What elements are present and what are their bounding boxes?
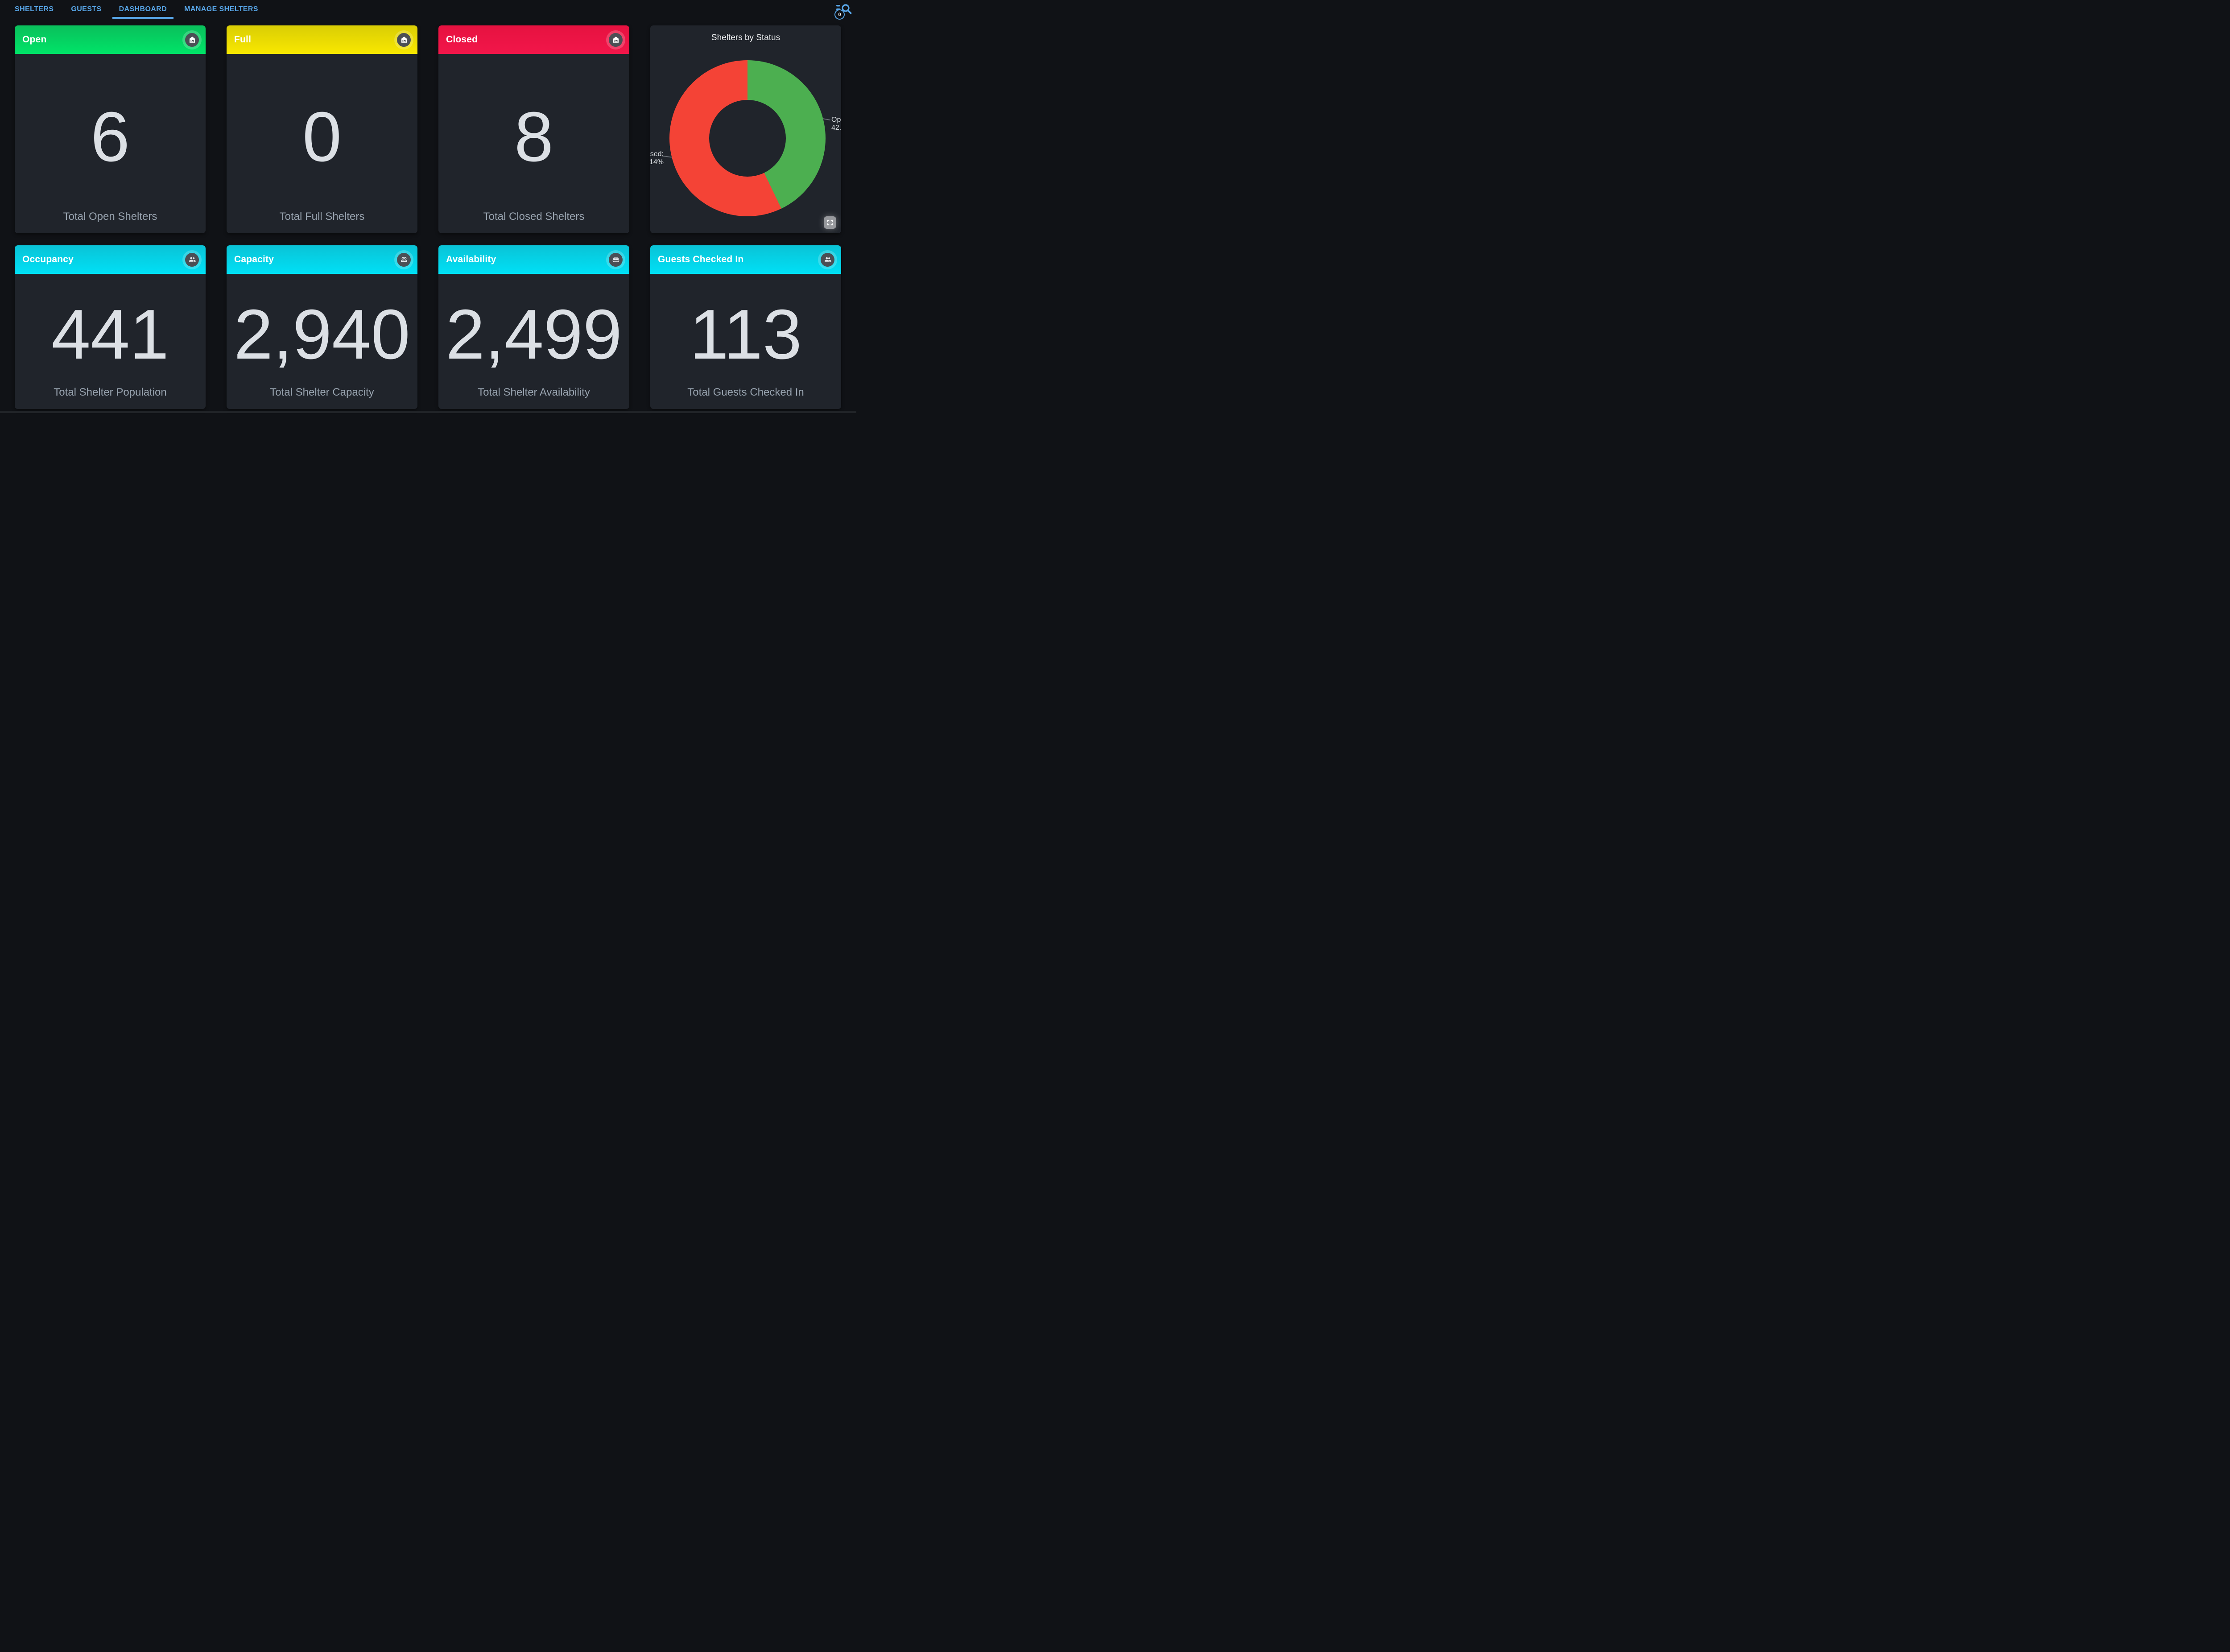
card-header-guests-checked-in: Guests Checked In [650, 245, 841, 274]
fullscreen-button[interactable] [824, 216, 836, 229]
donut-chart[interactable] [669, 60, 826, 216]
stat-value: 2,940 [234, 295, 410, 374]
card-title: Full [234, 34, 252, 45]
horizontal-scrollbar[interactable] [0, 411, 856, 413]
card-title: Occupancy [22, 254, 74, 264]
stat-value: 8 [514, 97, 553, 176]
metric-card-occupancy: Occupancy 441 Total Shelter Population [15, 245, 206, 409]
shelters-by-status-chart-card: Shelters by Status Open: 42.86% Closed: … [650, 25, 841, 233]
card-header-capacity: Capacity [227, 245, 417, 274]
status-card-closed: Closed 8 Total Closed Shelters [438, 25, 629, 233]
stat-caption: Total Shelter Capacity [270, 386, 374, 398]
top-navigation: SHELTERS GUESTS DASHBOARD MANAGE SHELTER… [0, 0, 856, 20]
fullscreen-icon [826, 219, 834, 226]
chart-title: Shelters by Status [711, 33, 780, 42]
dashboard-grid: Open 6 Total Open Shelters Full [15, 25, 856, 409]
stat-value: 2,499 [446, 295, 622, 374]
card-header-open: Open [15, 25, 206, 54]
card-header-closed: Closed [438, 25, 629, 54]
stat-caption: Total Closed Shelters [483, 211, 585, 223]
stat-caption: Total Guests Checked In [687, 386, 804, 398]
search-count-badge: 0 [834, 9, 845, 20]
people-outline-icon [397, 252, 411, 267]
metric-card-guests-checked-in: Guests Checked In 113 Total Guests Check… [650, 245, 841, 409]
stat-value: 6 [91, 97, 130, 176]
bed-icon [609, 252, 623, 267]
tab-manage-shelters[interactable]: MANAGE SHELTERS [184, 5, 258, 13]
status-card-full: Full 0 Total Full Shelters [227, 25, 417, 233]
manage-search-button[interactable]: 0 [828, 0, 856, 23]
card-header-full: Full [227, 25, 417, 54]
card-title: Closed [446, 34, 478, 45]
stat-caption: Total Open Shelters [63, 211, 157, 223]
night-shelter-icon [397, 33, 411, 47]
tab-guests[interactable]: GUESTS [71, 5, 102, 13]
stat-caption: Total Shelter Population [54, 386, 167, 398]
tab-shelters[interactable]: SHELTERS [15, 5, 54, 13]
card-header-availability: Availability [438, 245, 629, 274]
group-icon [821, 252, 834, 267]
stat-caption: Total Shelter Availability [478, 386, 590, 398]
status-card-open: Open 6 Total Open Shelters [15, 25, 206, 233]
card-header-occupancy: Occupancy [15, 245, 206, 274]
card-title: Capacity [234, 254, 274, 264]
pie-label-open: Open: 42.86% [831, 116, 841, 132]
card-title: Availability [446, 254, 496, 264]
stat-value: 441 [51, 295, 169, 374]
night-shelter-icon [185, 33, 199, 47]
tab-dashboard[interactable]: DASHBOARD [112, 0, 174, 19]
stat-value: 0 [302, 97, 342, 176]
card-title: Open [22, 34, 47, 45]
card-title: Guests Checked In [658, 254, 744, 264]
night-shelter-icon [609, 33, 623, 47]
group-icon [185, 252, 199, 267]
stat-caption: Total Full Shelters [279, 211, 365, 223]
metric-card-availability: Availability 2,499 Total Shelter Availab… [438, 245, 629, 409]
pie-label-closed: Closed: 57.14% [650, 150, 664, 166]
metric-card-capacity: Capacity 2,940 Total Shelter Capacity [227, 245, 417, 409]
stat-value: 113 [690, 295, 802, 374]
